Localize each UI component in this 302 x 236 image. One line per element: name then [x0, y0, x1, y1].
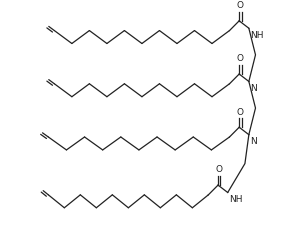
Text: NH: NH — [250, 30, 264, 40]
Text: NH: NH — [229, 195, 243, 204]
Text: O: O — [237, 1, 244, 10]
Text: O: O — [237, 55, 244, 63]
Text: N: N — [250, 84, 257, 93]
Text: O: O — [237, 108, 244, 117]
Text: O: O — [216, 165, 223, 174]
Text: N: N — [250, 137, 257, 146]
